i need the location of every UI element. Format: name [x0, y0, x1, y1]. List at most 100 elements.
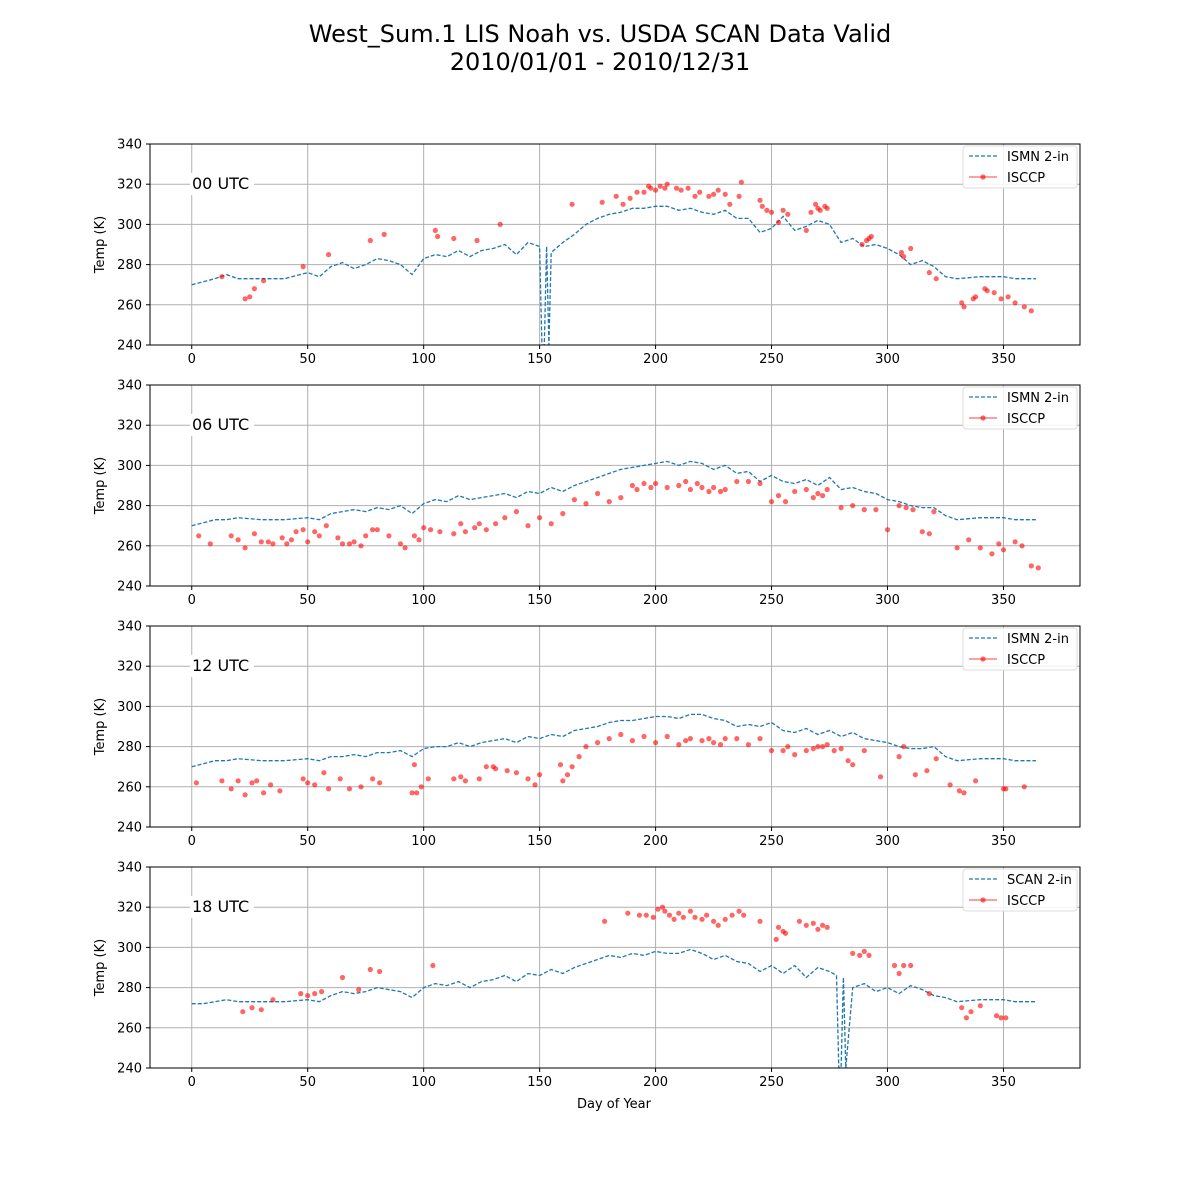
obs-data-point: [653, 740, 659, 746]
obs-data-point: [757, 197, 763, 203]
y-tick-label: 260: [117, 1021, 142, 1036]
x-tick-label: 200: [643, 352, 668, 367]
obs-data-point: [312, 782, 318, 788]
obs-data-point: [425, 776, 431, 782]
obs-data-point: [305, 993, 311, 999]
x-tick-label: 50: [299, 1075, 316, 1090]
obs-data-point: [277, 788, 283, 794]
obs-data-point: [803, 486, 809, 493]
obs-data-point: [659, 904, 666, 910]
y-tick-label: 320: [117, 901, 142, 916]
y-tick-label: 320: [117, 419, 142, 434]
x-tick-label: 50: [299, 352, 316, 367]
obs-data-point: [483, 527, 489, 533]
obs-data-point: [866, 952, 872, 959]
panel-label-bg: [190, 173, 254, 195]
x-tick-label: 150: [527, 352, 552, 367]
obs-data-point: [458, 521, 464, 527]
obs-data-point: [993, 1013, 1000, 1019]
obs-data-point: [664, 733, 670, 740]
obs-data-point: [815, 926, 821, 932]
x-axis-label: Day of Year: [577, 1097, 652, 1112]
obs-data-point: [664, 484, 670, 491]
obs-data-point: [768, 499, 775, 505]
x-tick-label: 150: [527, 834, 552, 849]
x-tick-label: 250: [759, 1075, 784, 1090]
obs-data-point: [961, 304, 967, 310]
obs-data-point: [706, 488, 712, 495]
obs-data-point: [196, 533, 202, 539]
obs-data-point: [300, 776, 306, 782]
obs-data-point: [629, 738, 636, 744]
obs-data-point: [370, 527, 376, 533]
obs-data-point: [228, 786, 234, 792]
obs-data-point: [977, 545, 983, 551]
obs-data-point: [782, 930, 789, 936]
y-tick-label: 240: [117, 339, 142, 354]
obs-data-point: [1028, 308, 1034, 314]
y-tick-label: 240: [117, 1062, 142, 1077]
y-tick-label: 280: [117, 740, 142, 755]
obs-data-point: [251, 531, 257, 537]
obs-data-point: [813, 201, 819, 207]
obs-data-point: [606, 499, 612, 505]
obs-data-point: [759, 203, 765, 209]
obs-data-point: [687, 486, 694, 493]
obs-data-point: [963, 1015, 970, 1021]
obs-data-point: [931, 509, 937, 515]
obs-data-point: [525, 776, 531, 782]
obs-data-point: [810, 920, 816, 926]
obs-data-point: [493, 521, 499, 527]
obs-data-point: [877, 774, 884, 780]
obs-data-point: [1003, 786, 1009, 792]
obs-data-point: [335, 535, 341, 541]
obs-data-point: [1012, 539, 1018, 545]
obs-data-point: [671, 916, 677, 922]
obs-data-point: [683, 478, 689, 485]
obs-data-point: [741, 912, 747, 918]
obs-data-point: [785, 744, 791, 750]
obs-data-point: [653, 187, 659, 193]
panel-label-bg: [190, 414, 254, 436]
panel-2: 0 50 100 150 200 250 300 350 240 260 280 300 320 340 T…: [93, 620, 1081, 849]
y-tick-label: 240: [117, 580, 142, 595]
obs-data-point: [356, 987, 362, 993]
obs-data-point: [773, 936, 779, 943]
obs-data-point: [824, 742, 830, 748]
obs-data-point: [312, 529, 318, 535]
obs-data-point: [641, 733, 647, 740]
obs-data-point: [293, 529, 299, 535]
obs-data-point: [831, 748, 837, 754]
y-tick-label: 300: [117, 700, 142, 715]
obs-data-point: [859, 241, 865, 248]
obs-data-point: [984, 288, 990, 294]
obs-data-point: [666, 912, 673, 918]
obs-data-point: [933, 756, 939, 762]
obs-data-point: [699, 484, 705, 491]
obs-data-point: [845, 758, 851, 764]
figure-title-line1: West_Sum.1 LIS Noah vs. USDA SCAN Data V…: [308, 20, 892, 48]
obs-data-point: [265, 539, 271, 545]
obs-data-point: [300, 264, 306, 270]
obs-data-point: [560, 778, 566, 784]
obs-data-point: [901, 254, 907, 260]
obs-data-point: [768, 209, 775, 215]
obs-data-point: [560, 510, 566, 517]
obs-data-point: [738, 179, 745, 185]
obs-data-point: [926, 531, 932, 537]
obs-data-point: [959, 300, 965, 306]
obs-data-point: [627, 195, 633, 201]
x-tick-label: 0: [188, 352, 196, 367]
x-tick-label: 350: [991, 834, 1016, 849]
axes-frame: [149, 866, 1081, 1069]
obs-data-point: [775, 924, 782, 930]
legend-obs-label: ISCCP: [1007, 171, 1045, 186]
panel-label: 00 UTC: [192, 174, 249, 193]
obs-data-point: [722, 191, 728, 197]
obs-data-point: [973, 778, 979, 784]
x-tick-label: 350: [991, 593, 1016, 608]
x-tick-label: 50: [299, 834, 316, 849]
obs-data-point: [782, 499, 789, 505]
obs-data-point: [810, 495, 816, 501]
plot-area: [191, 904, 1036, 1068]
